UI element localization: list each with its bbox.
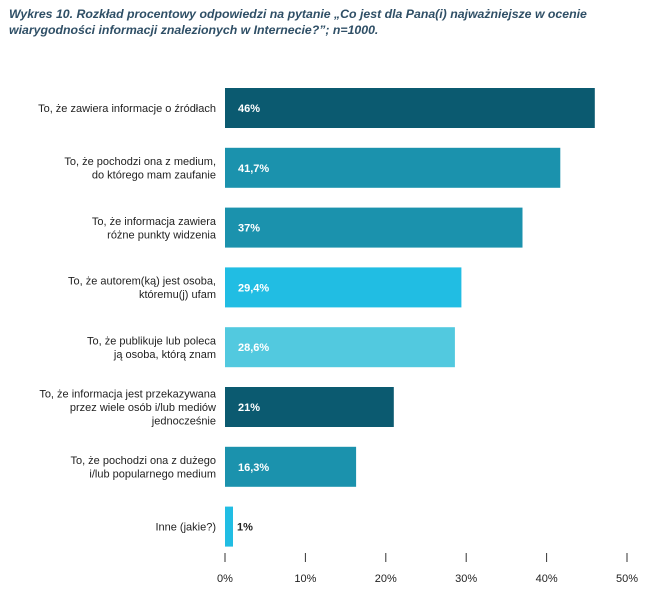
chart-title: Wykres 10. Rozkład procentowy odpowiedzi… bbox=[9, 7, 587, 37]
category-label-1: To, że zawiera informacje o źródłach bbox=[38, 103, 216, 115]
x-tick-label-4: 40% bbox=[536, 573, 558, 585]
value-label-8: 1% bbox=[237, 522, 253, 534]
category-label-4: To, że autorem(ką) jest osoba, któremu(j)… bbox=[68, 276, 216, 302]
category-label-3: To, że informacja zawiera różne punkty wi… bbox=[92, 216, 217, 242]
value-label-6: 21% bbox=[238, 402, 260, 414]
x-tick-label-1: 10% bbox=[294, 573, 316, 585]
category-label-7: To, że pochodzi ona z dużego i/lub popula… bbox=[70, 455, 216, 481]
bar-8 bbox=[225, 506, 233, 547]
value-label-7: 16,3% bbox=[238, 462, 269, 474]
bar-6 bbox=[225, 387, 394, 427]
value-label-1: 46% bbox=[238, 103, 260, 115]
x-tick-label-2: 20% bbox=[375, 573, 397, 585]
x-tick-label-3: 30% bbox=[455, 573, 477, 585]
bar-4 bbox=[225, 267, 462, 308]
bar-3 bbox=[225, 207, 523, 248]
value-label-4: 29,4% bbox=[238, 282, 269, 294]
category-label-8: Inne (jakie?) bbox=[155, 522, 216, 534]
value-label-3: 37% bbox=[238, 223, 260, 235]
bar-2 bbox=[225, 147, 561, 188]
value-label-2: 41,7% bbox=[238, 163, 269, 175]
category-label-2: To, że pochodzi ona z medium, do którego … bbox=[64, 156, 216, 182]
category-label-5: To, że publikuje lub poleca ją osoba, któ… bbox=[87, 335, 217, 361]
x-tick-label-5: 50% bbox=[616, 573, 638, 585]
value-label-5: 28,6% bbox=[238, 342, 269, 354]
bar-1 bbox=[225, 88, 595, 128]
bar-7 bbox=[225, 446, 357, 487]
x-tick-label-0: 0% bbox=[217, 573, 233, 585]
category-label-6: To, że informacja jest przekazywana przez… bbox=[39, 389, 217, 428]
bar-5 bbox=[225, 327, 455, 368]
